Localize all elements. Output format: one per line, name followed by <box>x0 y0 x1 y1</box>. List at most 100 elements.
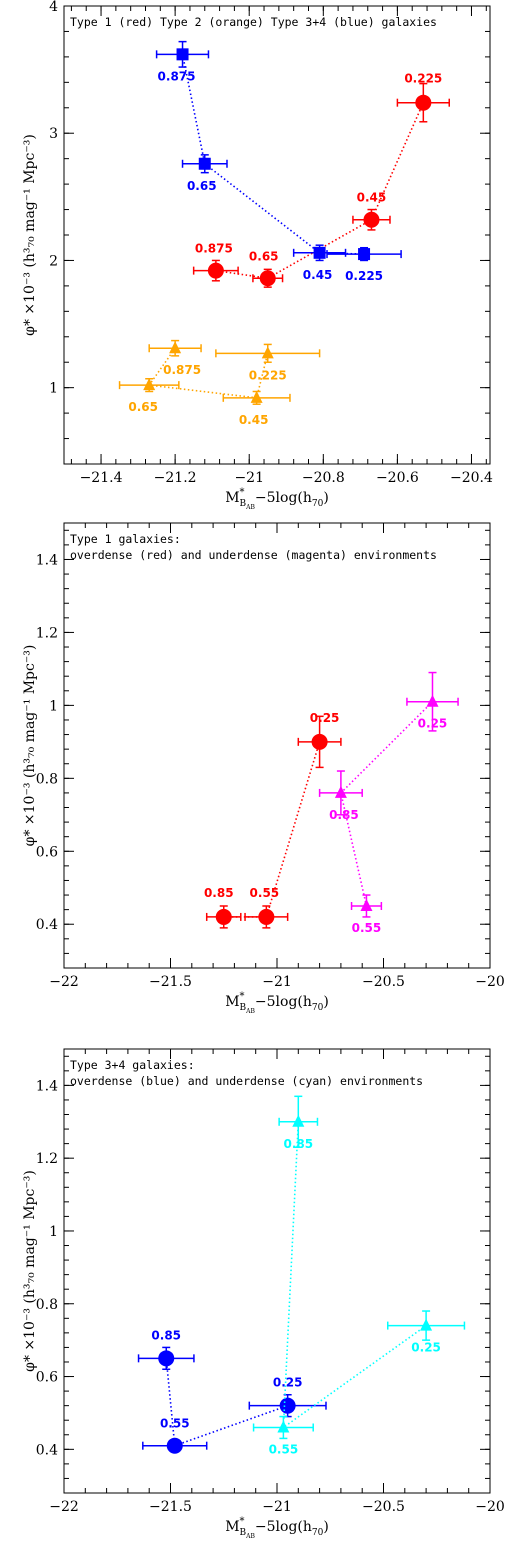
y-tick-label: 1 <box>49 381 58 397</box>
data-label: 0.55 <box>250 886 280 900</box>
plot-frame <box>63 522 491 969</box>
plot-frame <box>63 1048 491 1494</box>
panel-annotation: Type 3+4 galaxies: <box>70 1058 195 1072</box>
y-tick-label: 0.4 <box>36 917 58 933</box>
x-axis-label: M* BAB−5log(h70) <box>225 1516 329 1540</box>
series-2: 0.25 0.85 0.55 <box>318 671 459 935</box>
data-label: 0.55 <box>352 921 382 935</box>
panel-annotation: overdense (red) and underdense (magenta)… <box>70 548 437 562</box>
data-label: 0.25 <box>273 1376 303 1390</box>
x-tick-label: −20.5 <box>362 974 405 990</box>
y-tick-label: 1.2 <box>36 625 58 641</box>
x-tick-label: −21.2 <box>154 470 197 486</box>
series-1: 0.225 0.45 0.65 0.875 <box>192 72 451 288</box>
data-point <box>258 908 275 925</box>
chart-panel-2: −22 −21.5 −21 −20.5 −20 0.4 0.6 0.8 1 1.2 1.4 Type … <box>22 522 505 1015</box>
x-tick-label: −22 <box>49 1499 79 1515</box>
data-label: 0.85 <box>329 808 359 822</box>
series-connector <box>215 102 425 280</box>
x-tick-label: −20.4 <box>450 470 493 486</box>
data-label: 0.55 <box>160 1417 190 1431</box>
x-tick-label: −20 <box>475 974 505 990</box>
x-tick-label: −20.8 <box>302 470 345 486</box>
x-axis-label: M* BAB−5log(h70) <box>225 487 329 511</box>
x-tick-label: −21.5 <box>149 1499 192 1515</box>
data-point <box>415 94 432 111</box>
x-tick-label: −20.5 <box>362 1499 405 1515</box>
series-connector <box>223 741 321 918</box>
series-1: 0.25 0.55 0.85 <box>204 711 342 929</box>
data-point <box>215 908 232 925</box>
data-label: 0.45 <box>239 413 269 427</box>
x-tick-label: −21 <box>234 470 264 486</box>
x-tick-label: −21.4 <box>80 470 123 486</box>
data-label: 0.225 <box>249 368 287 382</box>
x-axis-label: M* BAB−5log(h70) <box>225 991 329 1015</box>
data-point <box>176 48 189 61</box>
data-point <box>311 733 328 750</box>
data-label: 0.25 <box>418 717 448 731</box>
data-label: 0.25 <box>411 1341 441 1355</box>
y-tick-label: 0.8 <box>36 1297 58 1313</box>
data-point <box>363 211 380 228</box>
y-tick-label: 0.6 <box>36 1370 58 1386</box>
data-label: 0.55 <box>269 1442 299 1456</box>
data-point <box>277 1420 290 1433</box>
panel-annotation: overdense (blue) and underdense (cyan) e… <box>70 1074 423 1088</box>
y-tick-label: 1.4 <box>36 1078 58 1094</box>
series-connector <box>340 701 434 907</box>
chart-panel-3: −22 −21.5 −21 −20.5 −20 0.4 0.6 0.8 1 1.2 1.4 Type … <box>22 1048 505 1540</box>
x-tick-label: −20.6 <box>376 470 419 486</box>
data-point <box>420 1318 433 1331</box>
data-point <box>207 262 224 279</box>
series-connector <box>165 1358 288 1447</box>
panel-annotation: Type 1 galaxies: <box>70 532 181 546</box>
data-label: 0.45 <box>303 268 333 282</box>
data-point <box>250 390 263 403</box>
data-point <box>313 246 326 259</box>
y-tick-label: 4 <box>49 0 58 15</box>
y-tick-label: 0.4 <box>36 1442 58 1458</box>
data-label: 0.225 <box>404 72 442 86</box>
data-point <box>169 341 182 354</box>
series-connector <box>282 1121 427 1430</box>
y-tick-label: 0.6 <box>36 844 58 860</box>
panel-annotation: Type 1 (red) Type 2 (orange) Type 3+4 (b… <box>70 15 437 29</box>
y-tick-label: 1 <box>49 1224 58 1240</box>
y-tick-label: 2 <box>49 253 58 269</box>
series-connector <box>147 347 269 399</box>
data-label: 0.875 <box>195 242 233 256</box>
data-point <box>158 1350 175 1367</box>
data-label: 0.225 <box>345 269 383 283</box>
series-2: 0.875 0.65 0.45 0.225 <box>155 40 402 283</box>
data-label: 0.25 <box>310 711 340 725</box>
data-label: 0.85 <box>151 1328 181 1342</box>
data-point <box>261 346 274 359</box>
x-tick-label: −21 <box>262 974 292 990</box>
data-point <box>143 378 156 391</box>
data-label: 0.65 <box>187 179 217 193</box>
x-tick-label: −21 <box>262 1499 292 1515</box>
data-point <box>292 1114 305 1127</box>
y-tick-label: 0.8 <box>36 771 58 787</box>
chart-panel-1: −21.4 −21.2 −21 −20.8 −20.6 −20.4 1 2 3 4 Type 1 (… <box>22 0 493 511</box>
y-tick-label: 1.2 <box>36 1151 58 1167</box>
y-axis-label: φ* ×10⁻³ (h³₇₀ mag⁻¹ Mpc⁻³) <box>22 134 38 336</box>
series-connector <box>181 54 365 255</box>
x-tick-label: −20 <box>475 1499 505 1515</box>
data-label: 0.875 <box>158 69 196 83</box>
data-label: 0.85 <box>204 886 234 900</box>
data-label: 0.875 <box>163 363 201 377</box>
x-tick-label: −21.5 <box>149 974 192 990</box>
series-3: 0.875 0.65 0.45 0.225 <box>118 339 321 427</box>
data-point <box>198 157 211 170</box>
data-label: 0.65 <box>249 249 279 263</box>
data-point <box>166 1437 183 1454</box>
y-tick-label: 1 <box>49 698 58 714</box>
data-point <box>334 785 347 798</box>
data-label: 0.45 <box>357 191 387 205</box>
y-axis-label: φ* ×10⁻³ (h³₇₀ mag⁻¹ Mpc⁻³) <box>22 645 38 847</box>
data-point <box>426 694 439 707</box>
y-axis-label: φ* ×10⁻³ (h³₇₀ mag⁻¹ Mpc⁻³) <box>22 1170 38 1372</box>
